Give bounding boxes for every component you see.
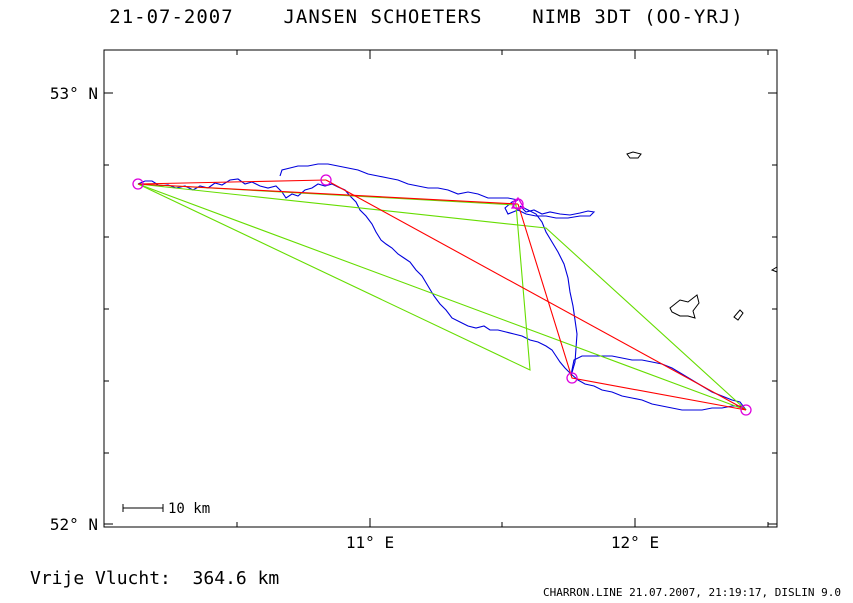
page-title: 21-07-2007 JANSEN SCHOETERS NIMB 3DT (OO… — [109, 6, 744, 28]
scale-bar-label: 10 km — [168, 501, 210, 517]
turnpoint-marker — [740, 404, 752, 416]
task-legs — [137, 179, 747, 411]
lon-label-12: 12° E — [611, 533, 659, 552]
flight-track — [137, 178, 747, 411]
triangle-legs — [137, 183, 747, 411]
turnpoints — [132, 174, 752, 416]
lat-label-52: 52° N — [50, 515, 98, 534]
flight-track-segment — [279, 163, 519, 201]
flight-track-segment — [519, 205, 578, 377]
lon-label-11: 11° E — [346, 533, 394, 552]
credit-line: CHARRON.LINE 21.07.2007, 21:19:17, DISLI… — [542, 586, 841, 599]
free-flight-distance: Vrije Vlucht: 364.6 km — [30, 568, 280, 589]
coastline — [626, 151, 778, 321]
turnpoint-marker — [132, 178, 144, 190]
map-frame — [103, 49, 778, 528]
turnpoint-marker — [566, 372, 578, 384]
flight-track-segment — [504, 199, 596, 219]
turnpoint-marker — [320, 174, 332, 186]
scale-bar — [122, 504, 164, 512]
start-triangle-marker — [510, 196, 526, 209]
axis-ticks — [104, 50, 777, 527]
lat-label-53: 53° N — [50, 84, 98, 103]
